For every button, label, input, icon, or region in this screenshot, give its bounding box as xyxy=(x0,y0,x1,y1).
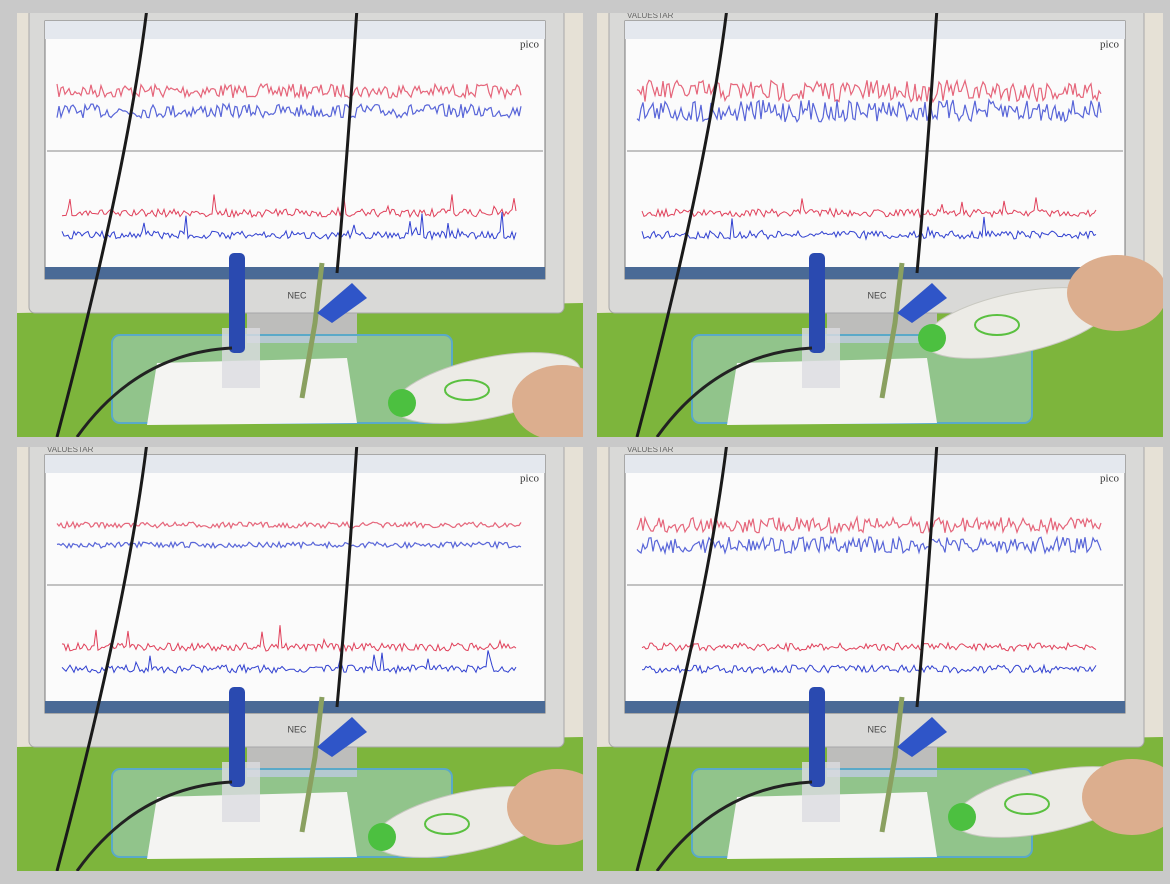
taskbar xyxy=(625,267,1125,279)
software-logo: pico xyxy=(1100,39,1119,51)
handpiece-tip xyxy=(948,803,976,831)
blue-clamp xyxy=(809,253,825,353)
toolbar xyxy=(45,455,545,473)
monitor-logo: NEC xyxy=(867,724,887,734)
taskbar xyxy=(625,701,1125,713)
handpiece-tip xyxy=(388,389,416,417)
handpiece-tip xyxy=(918,324,946,352)
photo-panel: pico NEC xyxy=(17,8,612,441)
screen xyxy=(45,21,545,279)
photo-collage: picoNECVALUESTARpicoNECVALUESTARpicoNECV… xyxy=(0,0,1170,884)
taskbar xyxy=(45,267,545,279)
monitor-logo: NEC xyxy=(867,290,887,300)
toolbar xyxy=(625,21,1125,39)
monitor-logo: NEC xyxy=(287,290,307,300)
handpiece-tip xyxy=(368,823,396,851)
screen xyxy=(625,21,1125,279)
toolbar xyxy=(45,21,545,39)
toolbar xyxy=(625,455,1125,473)
monitor-logo: NEC xyxy=(287,724,307,734)
scene: pico NEC xyxy=(17,8,612,441)
software-logo: pico xyxy=(520,39,539,51)
software-logo: pico xyxy=(1100,473,1119,485)
blue-clamp xyxy=(229,687,245,787)
hand xyxy=(1067,255,1167,331)
screen xyxy=(45,455,545,713)
taskbar xyxy=(45,701,545,713)
blue-clamp xyxy=(229,253,245,353)
software-logo: pico xyxy=(520,473,539,485)
screen xyxy=(625,455,1125,713)
blue-clamp xyxy=(809,687,825,787)
